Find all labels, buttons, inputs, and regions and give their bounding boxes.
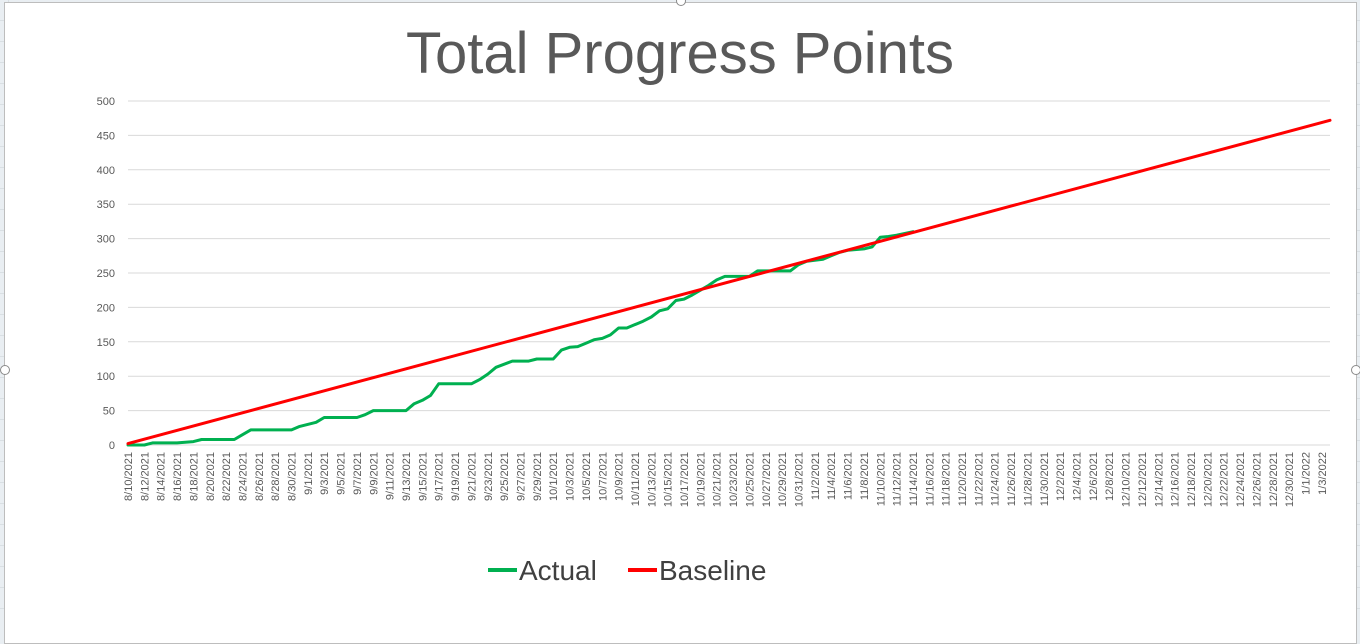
x-tick-label: 10/25/2021 [744,452,756,507]
y-tick-label: 100 [97,371,115,383]
x-tick-label: 11/18/2021 [941,452,953,506]
x-tick-label: 11/28/2021 [1022,452,1034,506]
x-tick-label: 1/3/2022 [1317,452,1329,495]
x-tick-label: 10/29/2021 [777,452,789,507]
x-tick-label: 9/23/2021 [483,452,495,501]
series-lines [126,118,1332,447]
chart-area[interactable] [4,2,1357,644]
x-tick-label: 12/2/2021 [1055,452,1067,501]
resize-handle-left[interactable] [0,365,10,375]
x-tick-label: 12/26/2021 [1251,452,1263,507]
x-tick-label: 9/15/2021 [417,452,429,501]
x-tick-label: 9/21/2021 [466,452,478,501]
legend-actual-label: Actual [519,555,597,586]
x-tick-label: 8/30/2021 [287,452,299,501]
x-tick-label: 10/9/2021 [614,452,626,501]
x-tick-label: 10/11/2021 [630,452,642,506]
x-tick-label: 12/16/2021 [1170,452,1182,507]
x-tick-label: 11/24/2021 [990,452,1002,506]
x-tick-label: 10/1/2021 [548,452,560,501]
x-tick-label: 1/1/2022 [1300,452,1312,495]
x-tick-label: 9/3/2021 [319,452,331,495]
x-tick-label: 9/29/2021 [532,452,544,501]
x-tick-label: 8/24/2021 [237,452,249,501]
x-tick-label: 9/17/2021 [434,452,446,501]
gridlines [128,100,1330,446]
x-tick-label: 12/6/2021 [1088,452,1100,501]
x-tick-label: 10/21/2021 [712,452,724,507]
chart-title: Total Progress Points [406,21,954,86]
x-tick-label: 11/30/2021 [1039,452,1051,506]
x-tick-label: 8/18/2021 [188,452,200,501]
x-tick-label: 8/22/2021 [221,452,233,501]
y-tick-label: 50 [103,406,115,418]
x-tick-label: 9/5/2021 [336,452,348,495]
resize-handle-right[interactable] [1351,365,1360,375]
x-tick-label: 8/28/2021 [270,452,282,501]
x-tick-label: 9/27/2021 [515,452,527,501]
y-tick-label: 200 [97,302,115,314]
line-chart: Total Progress Points 0 50 100 150 200 250 300… [97,21,1332,586]
resize-handle-top[interactable] [676,0,686,6]
y-tick-label: 250 [97,268,115,280]
x-tick-label: 11/10/2021 [875,452,887,506]
y-tick-label: 350 [97,199,115,211]
y-tick-label: 150 [97,337,115,349]
x-tick-label: 9/1/2021 [303,452,315,495]
x-tick-label: 11/4/2021 [826,452,838,500]
y-axis-tick-labels: 0 50 100 150 200 250 300 350 400 450 500 [97,96,115,452]
x-tick-label: 10/7/2021 [597,452,609,501]
y-tick-label: 450 [97,130,115,142]
x-tick-label: 9/9/2021 [368,452,380,495]
y-tick-label: 500 [97,96,115,108]
x-tick-label: 11/6/2021 [843,452,855,500]
x-tick-label: 10/5/2021 [581,452,593,501]
x-tick-label: 9/11/2021 [385,452,397,500]
x-tick-label: 10/3/2021 [565,452,577,501]
x-tick-label: 10/27/2021 [761,452,773,507]
legend-baseline-label: Baseline [659,555,766,586]
x-tick-label: 12/8/2021 [1104,452,1116,501]
x-axis-tick-labels: 8/10/2021 8/12/2021 8/14/2021 8/16/2021 8/18… [123,452,1329,507]
x-tick-label: 10/31/2021 [794,452,806,507]
x-tick-label: 11/8/2021 [859,452,871,500]
x-tick-label: 9/7/2021 [352,452,364,495]
x-tick-label: 12/18/2021 [1186,452,1198,507]
x-tick-label: 12/4/2021 [1072,452,1084,501]
x-tick-label: 11/20/2021 [957,452,969,506]
x-tick-label: 8/14/2021 [156,452,168,501]
x-tick-label: 8/12/2021 [139,452,151,501]
x-tick-label: 12/12/2021 [1137,452,1149,507]
x-tick-label: 9/25/2021 [499,452,511,501]
x-tick-label: 9/19/2021 [450,452,462,501]
x-tick-label: 9/13/2021 [401,452,413,501]
x-tick-label: 11/2/2021 [810,452,822,500]
x-tick-label: 8/20/2021 [205,452,217,501]
x-tick-label: 11/22/2021 [973,452,985,506]
x-tick-label: 8/10/2021 [123,452,135,501]
x-tick-label: 11/12/2021 [892,452,904,506]
x-tick-label: 12/30/2021 [1284,452,1296,507]
y-tick-label: 0 [109,440,115,452]
x-tick-label: 8/16/2021 [172,452,184,501]
x-tick-label: 12/14/2021 [1153,452,1165,507]
x-tick-label: 11/14/2021 [908,452,920,506]
legend: Actual Baseline [488,555,766,586]
x-tick-label: 12/24/2021 [1235,452,1247,507]
x-tick-label: 12/10/2021 [1121,452,1133,507]
series-line-baseline [126,118,1332,446]
x-tick-label: 8/26/2021 [254,452,266,501]
x-tick-label: 12/28/2021 [1268,452,1280,507]
x-tick-label: 11/26/2021 [1006,452,1018,506]
x-tick-label: 10/17/2021 [679,452,691,507]
x-tick-label: 10/13/2021 [646,452,658,507]
x-tick-label: 11/16/2021 [924,452,936,506]
y-tick-label: 300 [97,234,115,246]
x-tick-label: 10/19/2021 [695,452,707,507]
x-tick-label: 12/22/2021 [1219,452,1231,507]
x-tick-label: 10/15/2021 [663,452,675,507]
x-tick-label: 12/20/2021 [1202,452,1214,507]
y-tick-label: 400 [97,165,115,177]
x-tick-label: 10/23/2021 [728,452,740,507]
